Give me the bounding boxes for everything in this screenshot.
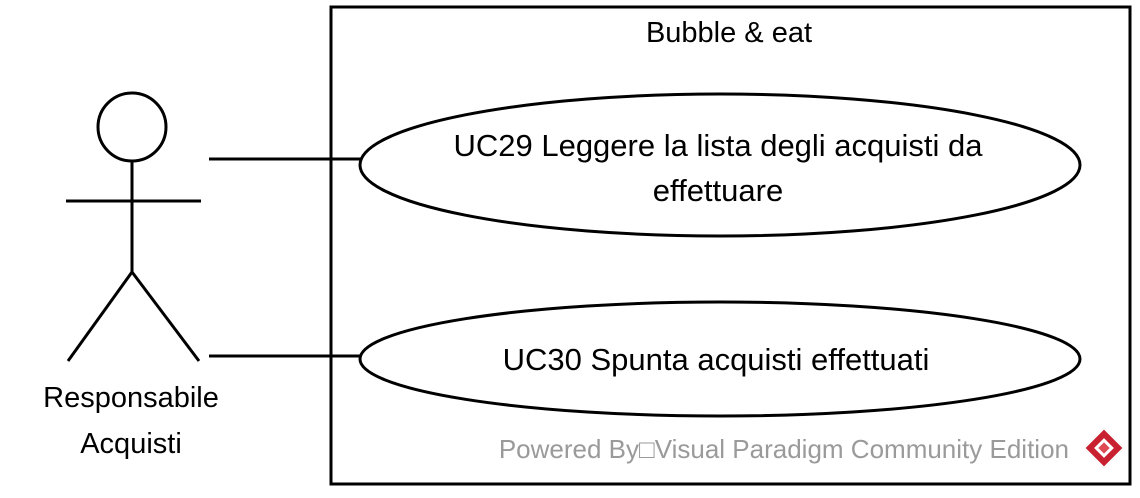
visual-paradigm-logo-icon [1085,429,1123,467]
actor-name-line1: Responsabile [43,382,219,414]
use-case-uc29[interactable]: UC29 Leggere la lista degli acquisti da … [358,92,1082,238]
logo-core [1098,442,1110,454]
use-case-uc29-ellipse[interactable] [358,92,1082,238]
system-boundary [329,5,1132,486]
actor-left-leg [66,271,134,362]
use-case-uc29-label-line1: UC29 Leggere la lista degli acquisti da [453,128,983,163]
use-case-uc30-ellipse[interactable] [358,300,1082,418]
watermark-text: Powered By□Visual Paradigm Community Edi… [499,434,1069,464]
actor-right-leg [130,271,201,362]
actor-figure [66,91,201,362]
actor-head [96,91,168,163]
system-title: Bubble & eat [646,17,812,49]
actor-name-line2: Acquisti [80,428,182,460]
use-case-uc30-label: UC30 Spunta acquisti effettuati [503,342,930,377]
use-case-uc30[interactable]: UC30 Spunta acquisti effettuati [358,300,1082,418]
use-case-uc29-label-line2: effettuare [653,173,783,208]
